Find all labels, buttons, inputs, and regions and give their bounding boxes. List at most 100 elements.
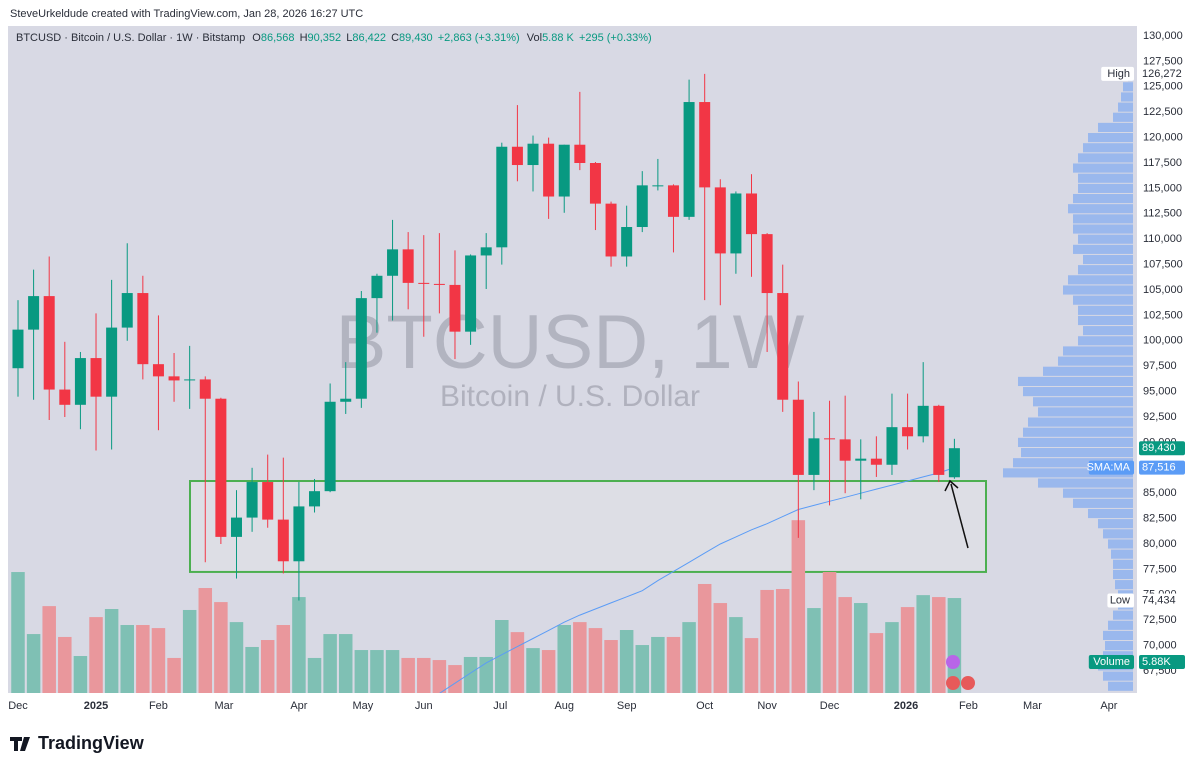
y-tick-label: 92,500 [1143, 411, 1177, 423]
candle-body [636, 185, 648, 228]
legend-volume: 5.88 K [542, 32, 574, 44]
volume-profile-bar [1078, 234, 1133, 244]
volume-bar [89, 617, 103, 693]
volume-bar [260, 640, 275, 693]
y-tick-label: 127,500 [1143, 55, 1183, 67]
volume-bar [885, 622, 899, 693]
volume-profile-bar [1123, 82, 1133, 92]
volume-profile-bar [1073, 214, 1133, 224]
candle-body [402, 249, 414, 283]
volume-bar [11, 572, 25, 693]
brand: TradingView [38, 733, 145, 753]
candle-body [605, 203, 617, 257]
candle-body [168, 376, 180, 381]
candle-body [199, 379, 211, 399]
y-tick-label: 107,500 [1143, 259, 1183, 271]
candle-body [324, 401, 336, 492]
volume-profile-bar [1108, 620, 1133, 630]
volume-bar [401, 657, 415, 693]
volume-profile-bar [1078, 305, 1133, 315]
y-tick-label: 115,000 [1143, 182, 1182, 194]
y-tick-label: 85,000 [1143, 487, 1177, 499]
watermark-subtitle: Bitcoin / U.S. Dollar [440, 380, 700, 413]
x-tick-label: Jun [415, 700, 433, 712]
volume-bar [900, 607, 915, 693]
legend: BTCUSD · Bitcoin / U.S. Dollar · 1W · Bi… [16, 32, 652, 44]
candle-body [714, 187, 726, 254]
volume-profile-bar [1073, 498, 1133, 508]
volume-bar [869, 633, 884, 693]
candle-body [917, 405, 929, 437]
price-label-bg [1139, 593, 1185, 608]
volume-profile-bar [1105, 641, 1133, 651]
legend-vol: Vol [527, 32, 542, 44]
candle-body [230, 517, 242, 537]
volume-profile-bar [1038, 407, 1133, 417]
volume-bar [276, 625, 291, 693]
volume-bar [120, 625, 134, 693]
x-tick-label: Mar [1023, 700, 1042, 712]
candle-body [418, 282, 430, 284]
candle-body [449, 284, 461, 332]
volume-bar [323, 634, 337, 693]
volume-bar [822, 572, 837, 693]
y-tick-label: 112,500 [1143, 208, 1182, 220]
candle-body [496, 146, 508, 248]
volume-profile-bar [1113, 569, 1133, 580]
volume-profile-bar [1103, 671, 1133, 681]
volume-profile-bar [1043, 366, 1133, 376]
y-tick-label: 95,000 [1143, 386, 1177, 398]
volume-bar [541, 650, 556, 693]
candle-body [543, 143, 555, 197]
volume-profile-bar [1083, 254, 1133, 265]
volume-bar [635, 645, 650, 693]
volume-profile-bar [1088, 133, 1133, 143]
candle-body [574, 144, 586, 163]
volume-bar [838, 597, 852, 693]
volume-bar [463, 656, 478, 693]
volume-profile-bar [1078, 183, 1133, 193]
volume-bar [807, 608, 821, 693]
candle-body [43, 296, 55, 390]
candle-body [152, 364, 164, 377]
candle-body [355, 298, 367, 399]
legend-o: O [252, 32, 261, 44]
candle-body [90, 358, 102, 397]
volume-profile-bar [1023, 387, 1133, 397]
volume-bar [214, 602, 228, 693]
y-tick-label: 117,500 [1143, 157, 1182, 169]
candle-body [777, 293, 789, 400]
candle-body [293, 506, 305, 562]
event-icons [946, 655, 975, 690]
candle-body [652, 185, 664, 187]
volume-bar [916, 595, 930, 693]
price-label-name-bg [1088, 460, 1134, 475]
x-tick-label: 2025 [84, 700, 108, 712]
volume-bar [198, 588, 213, 693]
x-tick-label: Sep [617, 700, 637, 712]
price-label-name-bg [1101, 66, 1134, 81]
x-tick-label: Nov [757, 700, 777, 712]
volume-profile-bar [1058, 356, 1133, 366]
price-label: 5.88K [1142, 656, 1171, 668]
y-tick-label: 102,500 [1143, 309, 1183, 321]
candle-body [527, 143, 539, 166]
candle-body [262, 482, 274, 520]
y-tick-label: 105,000 [1143, 284, 1183, 296]
y-tick-label: 97,500 [1143, 360, 1177, 372]
volume-profile-bar [1063, 488, 1133, 498]
volume-bar [510, 632, 525, 693]
volume-bar [292, 597, 306, 693]
volume-profile-bar [1033, 397, 1133, 407]
x-tick-label: Mar [215, 700, 234, 712]
candle-body [730, 193, 742, 254]
volume-bar [73, 656, 88, 693]
volume-profile-bar [1103, 630, 1133, 641]
volume-bar [354, 650, 369, 693]
volume-bar [229, 622, 244, 693]
plot-layer [11, 72, 1133, 693]
volume-bar [932, 597, 946, 693]
volume-profile-bar [1063, 346, 1133, 356]
candle-body [933, 405, 945, 475]
